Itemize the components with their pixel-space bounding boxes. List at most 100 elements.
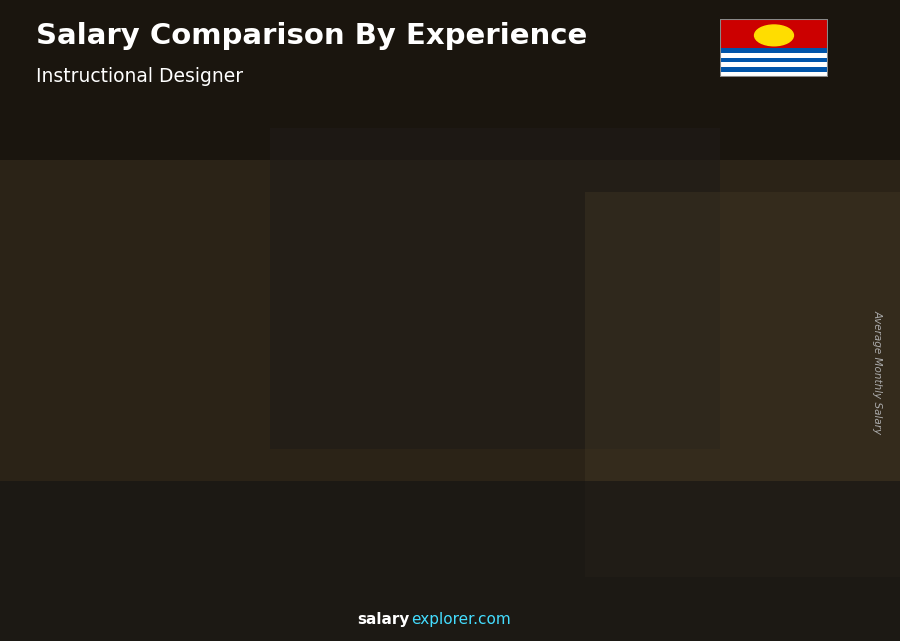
Text: +nan%: +nan% [658, 167, 723, 185]
Bar [598, 337, 673, 340]
Bar [468, 477, 544, 480]
Bar [728, 240, 803, 250]
Bar [209, 547, 284, 549]
Bar [468, 344, 544, 347]
Bar [338, 487, 414, 490]
Bar [728, 446, 803, 451]
Bar [728, 515, 803, 520]
Bar [338, 392, 414, 394]
Bar [79, 507, 154, 508]
Bar [468, 555, 544, 558]
Bar [338, 447, 414, 449]
Bar [79, 504, 154, 505]
Bar [728, 317, 803, 321]
Bar [338, 492, 414, 495]
Bar [598, 285, 673, 293]
Bar [79, 519, 154, 520]
Bar [720, 62, 828, 67]
Bar [79, 517, 154, 519]
Bar [209, 431, 284, 436]
Bar [338, 406, 414, 408]
Bar [338, 379, 414, 382]
Bar [79, 500, 154, 501]
Bar [278, 431, 284, 564]
Bar [148, 483, 154, 564]
Bar [338, 372, 414, 375]
Bar [598, 392, 673, 396]
Bar [79, 528, 154, 529]
Bar [468, 462, 544, 465]
Bar [468, 332, 544, 335]
Bar [468, 422, 544, 425]
Bar [728, 556, 803, 560]
Bar [598, 480, 673, 484]
Bar [598, 294, 673, 299]
Bar [209, 484, 284, 487]
Bar [598, 508, 673, 512]
Bar [668, 285, 673, 564]
Bar [468, 483, 544, 486]
Bar [209, 478, 284, 479]
Bar [598, 298, 673, 302]
Bar [209, 492, 284, 495]
Bar [338, 394, 414, 397]
Bar [79, 530, 154, 531]
Bar [79, 544, 154, 545]
Bar [598, 455, 673, 459]
Bar [338, 549, 414, 552]
Bar [79, 493, 154, 494]
Bar [209, 497, 284, 499]
Bar [598, 445, 673, 449]
Bar [468, 538, 544, 541]
Bar [598, 396, 673, 400]
Bar [598, 525, 673, 529]
Text: +nan%: +nan% [398, 270, 464, 288]
Bar [598, 389, 673, 393]
Bar [79, 525, 154, 527]
Bar [79, 563, 154, 564]
Bar [468, 549, 544, 553]
Bar [728, 507, 803, 512]
Bar [728, 430, 803, 435]
Bar [79, 523, 154, 524]
Bar [79, 531, 154, 533]
Bar [79, 491, 154, 492]
Bar [468, 346, 544, 349]
Bar [209, 468, 284, 470]
Bar [209, 489, 284, 491]
Bar [209, 444, 284, 447]
Bar [338, 545, 414, 547]
Bar [598, 308, 673, 312]
Bar [338, 533, 414, 535]
Bar [209, 464, 284, 467]
Bar [468, 497, 544, 501]
Bar [728, 458, 803, 463]
Bar [468, 506, 544, 509]
Bar [728, 491, 803, 495]
Bar [79, 499, 154, 501]
Bar [338, 504, 414, 506]
Bar [338, 535, 414, 538]
Bar [209, 529, 284, 531]
Bar [338, 372, 414, 378]
Bar [598, 351, 673, 354]
Bar [338, 449, 414, 452]
Bar [598, 459, 673, 463]
Bar [79, 560, 154, 561]
Bar [79, 489, 154, 490]
Bar [728, 551, 803, 556]
Bar [720, 53, 828, 58]
Bar [209, 506, 284, 508]
Bar [79, 522, 154, 524]
Bar [209, 560, 284, 562]
Bar [720, 19, 828, 48]
Bar [728, 540, 803, 544]
Bar [468, 451, 544, 454]
Bar [338, 552, 414, 554]
Bar [209, 556, 284, 558]
Bar [79, 554, 154, 555]
Bar [0, 481, 900, 641]
Bar [598, 504, 673, 508]
Bar [728, 280, 803, 285]
Bar [79, 535, 154, 536]
